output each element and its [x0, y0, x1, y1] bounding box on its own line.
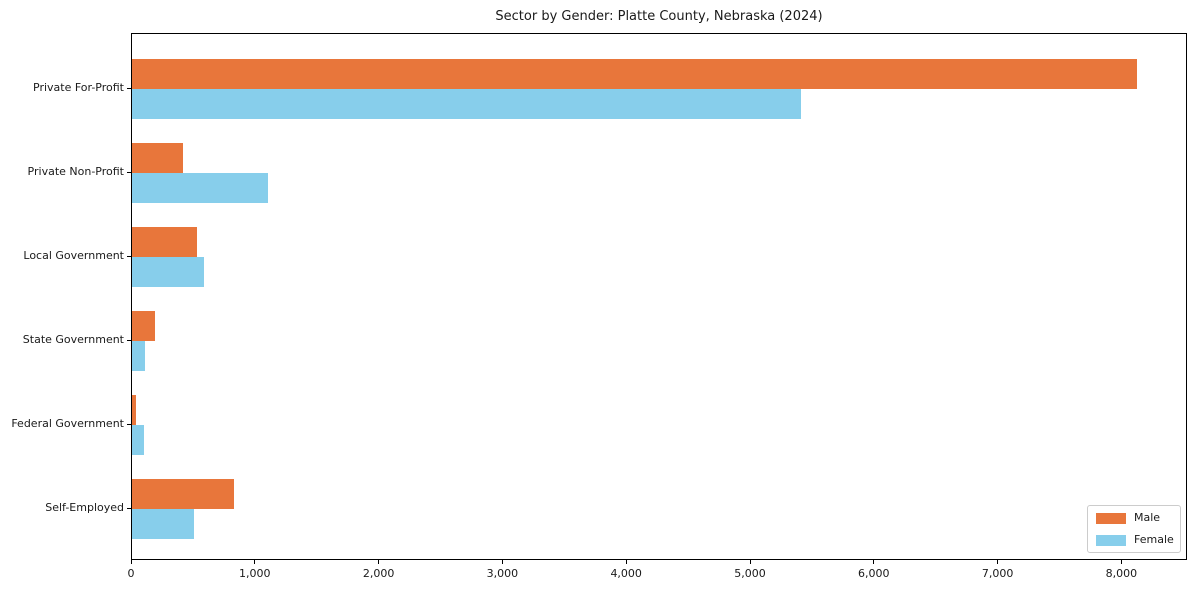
- x-tick-mark: [749, 560, 751, 564]
- legend-item-female: Female: [1096, 533, 1174, 546]
- bar-male-4: [132, 395, 136, 425]
- bar-male-3: [132, 311, 155, 341]
- bar-female-4: [132, 425, 145, 455]
- legend-swatch-female: [1096, 534, 1126, 546]
- bar-female-2: [132, 257, 204, 287]
- plot-area: [131, 33, 1187, 560]
- bar-male-0: [132, 59, 1137, 89]
- bar-female-5: [132, 509, 194, 539]
- x-tick-mark: [873, 560, 875, 564]
- x-tick-label-3: 3,000: [486, 567, 519, 580]
- bar-male-2: [132, 227, 197, 257]
- x-tick-mark: [130, 560, 132, 564]
- y-tick-mark: [127, 172, 131, 173]
- bar-female-3: [132, 341, 146, 371]
- x-tick-mark: [501, 560, 503, 564]
- x-tick-mark: [997, 560, 999, 564]
- legend-swatch-male: [1096, 512, 1126, 524]
- y-tick-label-3: State Government: [22, 333, 124, 346]
- x-tick-label-6: 6,000: [858, 567, 890, 580]
- legend-label: Female: [1134, 533, 1174, 546]
- chart-title: Sector by Gender: Platte County, Nebrask…: [495, 9, 823, 24]
- bar-male-1: [132, 143, 184, 173]
- y-tick-label-4: Federal Government: [11, 417, 124, 430]
- x-tick-mark: [625, 560, 627, 564]
- x-tick-mark: [254, 560, 256, 564]
- legend-item-male: Male: [1096, 512, 1172, 524]
- x-tick-label-8: 8,000: [1105, 567, 1138, 580]
- y-tick-mark: [127, 424, 131, 425]
- x-tick-label-2: 2,000: [362, 567, 395, 580]
- y-tick-mark: [127, 88, 131, 89]
- x-tick-label-0: 0: [127, 567, 135, 580]
- y-tick-label-2: Local Government: [23, 249, 124, 262]
- y-tick-mark: [127, 508, 131, 509]
- x-tick-label-5: 5,000: [734, 567, 766, 580]
- bar-female-1: [132, 173, 269, 203]
- x-tick-label-1: 1,000: [239, 567, 271, 580]
- y-tick-mark: [127, 256, 131, 257]
- x-tick-label-7: 7,000: [981, 567, 1014, 580]
- y-tick-label-5: Self-Employed: [45, 501, 124, 514]
- x-tick-mark: [378, 560, 380, 564]
- y-tick-label-0: Private For-Profit: [33, 81, 124, 94]
- bar-male-5: [132, 479, 235, 509]
- bar-female-0: [132, 89, 801, 119]
- y-tick-mark: [127, 340, 131, 341]
- x-tick-mark: [1120, 560, 1122, 564]
- x-tick-label-4: 4,000: [610, 567, 642, 580]
- legend: Male Female: [1087, 505, 1181, 553]
- y-tick-label-1: Private Non-Profit: [27, 165, 124, 178]
- legend-label: Male: [1134, 511, 1161, 524]
